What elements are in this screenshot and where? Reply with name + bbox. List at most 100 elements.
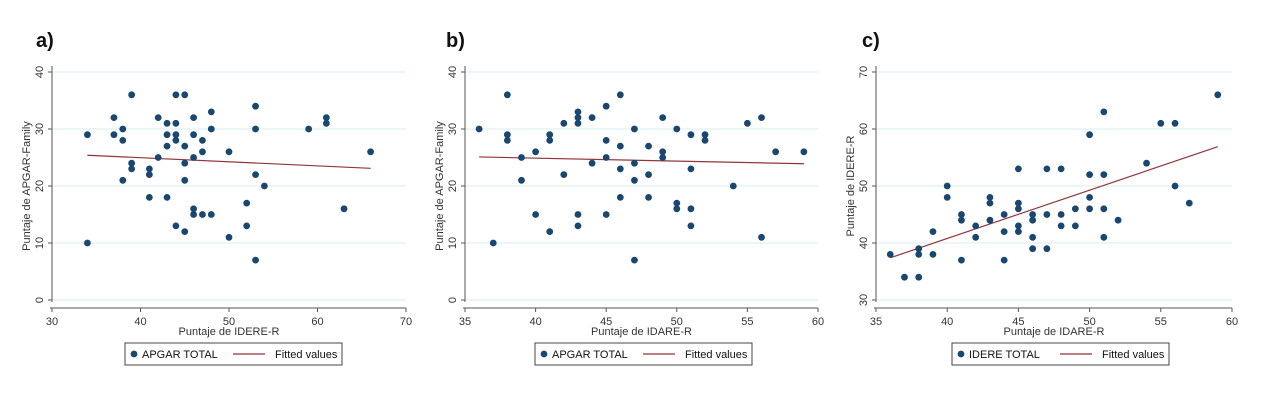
data-point [110,114,118,121]
data-point [181,228,189,236]
data-point [616,194,624,201]
data-point [972,222,980,230]
data-point [915,251,923,258]
data-point [1000,211,1008,218]
data-point [1043,245,1051,253]
data-point [1015,205,1022,213]
data-point [475,125,483,133]
data-point [986,194,994,201]
data-point [1171,119,1179,127]
data-point [1185,199,1193,207]
data-point [800,148,808,156]
data-point [1057,222,1065,230]
x-tick-label: 60 [812,316,824,328]
data-point [929,228,937,236]
data-point [367,148,374,156]
data-point [1086,171,1093,179]
data-point [503,137,511,144]
data-point [225,233,233,241]
data-point [729,182,737,190]
data-point [1143,159,1150,167]
data-point [659,148,667,156]
fitted-line [479,156,804,165]
y-axis-title: Puntaje de APGAR-Family [21,121,33,251]
scatter-chart-c: 30 40 50 60 70 35 40 45 50 55 60 Puntaje de IDARE-R… [845,66,1238,366]
data-point [172,222,180,230]
data-point [645,194,652,201]
data-point [207,211,215,218]
x-tick-label: 55 [1155,316,1167,328]
y-tick-label: 0 [447,297,459,303]
data-point [1171,182,1179,190]
data-point [758,233,765,241]
data-point [190,205,198,213]
y-tick-label: 20 [447,180,459,192]
data-point [503,131,511,139]
data-point [163,194,171,201]
data-point [181,91,189,99]
data-point [560,171,568,179]
data-point [172,91,180,99]
data-point [687,165,695,173]
data-point [546,137,554,144]
data-point [588,114,596,121]
legend-label-scatter: APGAR TOTAL [142,349,218,361]
data-point [915,245,923,253]
data-point [172,137,180,144]
data-point [574,222,582,230]
data-point [1029,211,1037,218]
x-tick-label: 40 [941,316,953,328]
fitted-line [890,146,1218,259]
data-point [503,91,511,99]
data-point [673,205,681,213]
legend-marker-icon [957,350,965,358]
data-point [261,182,268,190]
y-tick-label: 30 [447,123,459,135]
data-point [489,239,497,247]
data-point [1100,233,1108,241]
data-point [340,205,348,213]
data-point [687,131,695,139]
data-point [546,228,554,236]
data-point [163,119,171,127]
data-point [616,142,624,150]
data-point [532,148,539,156]
data-point [958,256,965,264]
x-tick-label: 40 [529,316,541,328]
data-point [986,216,994,224]
data-point [1015,228,1022,236]
data-point [943,182,951,190]
data-point [772,148,780,156]
legend: APGAR TOTAL Fitted values [534,342,753,366]
legend-label-fit: Fitted values [1102,349,1165,361]
data-point [181,176,189,184]
data-point [701,131,709,139]
data-point [84,131,91,139]
panel-label: c) [862,30,880,52]
data-point [602,102,610,110]
data-point [1086,131,1093,139]
data-point [1100,205,1108,213]
data-point [163,131,171,139]
data-point [154,154,162,161]
data-point [145,194,153,201]
data-point [929,251,937,258]
y-tick-label: 0 [34,297,46,303]
data-point [1057,165,1065,173]
data-point [199,148,206,156]
data-point [574,114,582,121]
panel-label: a) [36,30,54,52]
data-point [631,125,638,133]
data-point [1100,171,1108,179]
data-point [1086,205,1093,213]
x-axis-title: Puntaje de IDARE-R [591,326,692,338]
data-point [190,114,198,121]
x-tick-label: 35 [870,316,882,328]
data-point [1043,165,1051,173]
data-point [145,171,153,179]
data-point [145,165,153,173]
legend: APGAR TOTAL Fitted values [124,342,343,366]
data-point [673,125,681,133]
data-point [986,199,994,207]
data-point [119,176,127,184]
